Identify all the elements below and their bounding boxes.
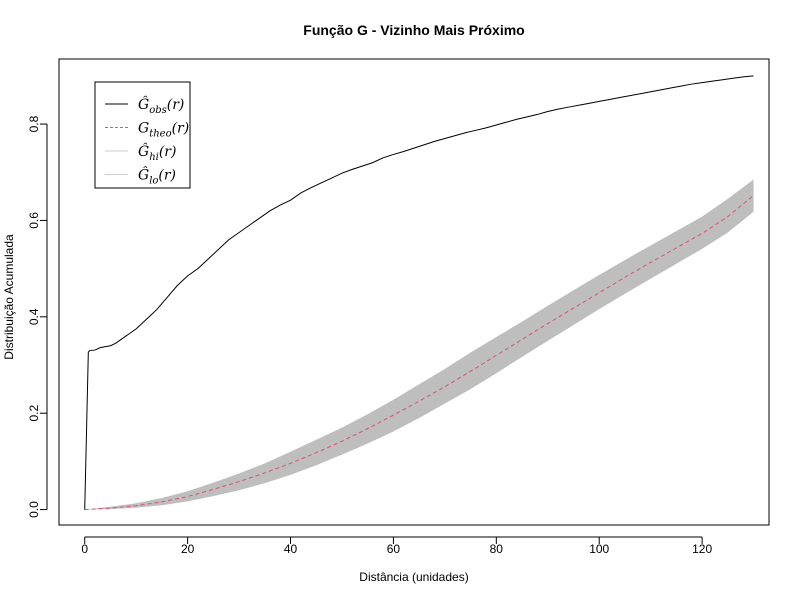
x-tick-label: 60 xyxy=(387,542,401,556)
legend-label-theo: Gtheo(r) xyxy=(138,121,189,140)
series-line-obs xyxy=(84,75,754,510)
x-tick-label: 40 xyxy=(284,542,298,556)
y-tick-label: 0.6 xyxy=(27,212,41,229)
x-tick-label: 80 xyxy=(490,542,504,556)
legend: Ĝobs(r) Gtheo(r) Ĝhi(r) Ĝlo(r) xyxy=(94,81,191,189)
legend-box xyxy=(94,81,191,189)
x-tick-label: 0 xyxy=(81,542,88,556)
y-axis-label: Distribuição Acumulada xyxy=(2,234,16,360)
y-tick-label: 0.4 xyxy=(27,308,41,325)
envelope-band xyxy=(84,179,754,510)
y-tick-label: 0.0 xyxy=(27,501,41,518)
legend-label-obs: Ĝobs(r) xyxy=(138,95,184,116)
series-line-layer xyxy=(84,75,754,511)
x-tick-label: 120 xyxy=(692,542,712,556)
x-axis-label: Distância (unidades) xyxy=(359,570,468,584)
legend-label-hi: Ĝhi(r) xyxy=(138,142,176,163)
x-tick-label: 20 xyxy=(181,542,195,556)
envelope-band-layer xyxy=(84,179,754,510)
chart-title: Função G - Vizinho Mais Próximo xyxy=(303,22,524,38)
y-tick-label: 0.8 xyxy=(27,115,41,132)
x-tick-label: 100 xyxy=(589,542,609,556)
axes: 0 20 40 60 80 100 120 0.0 0.2 0.4 0.6 0.8 xyxy=(27,115,712,556)
plot-frame xyxy=(58,58,770,526)
series-line-theo xyxy=(84,194,754,511)
legend-label-lo: Ĝlo(r) xyxy=(138,166,176,187)
y-tick-label: 0.2 xyxy=(27,405,41,422)
